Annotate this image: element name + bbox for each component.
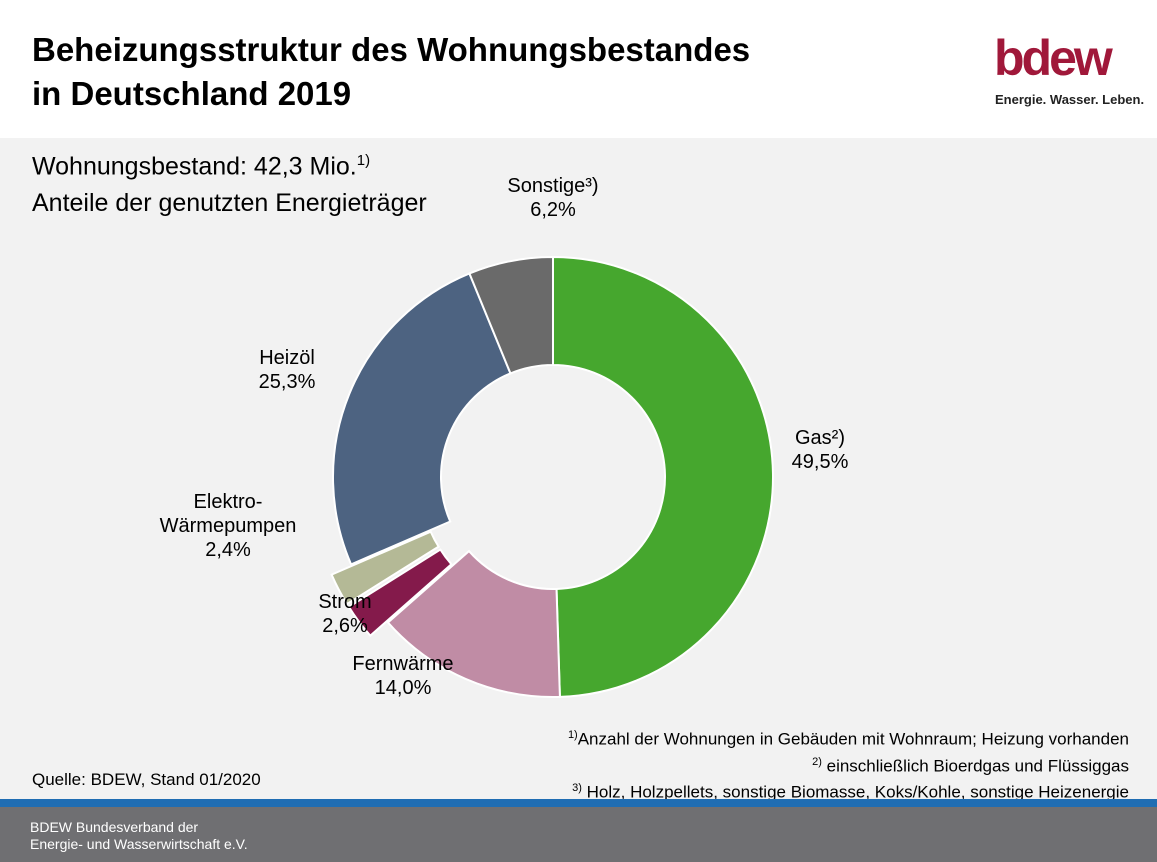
category-label-sonstige: Sonstige³) [507, 175, 598, 197]
subtitle-housing-stock-text: Wohnungsbestand: 42,3 Mio. [32, 152, 357, 181]
slice-fernwaerme [386, 549, 561, 698]
footnote-1-marker: 1) [567, 729, 578, 741]
value-label-gas: 49,5% [792, 451, 849, 473]
bdew-logo: bdew Energie. Wasser. Leben. [992, 30, 1144, 110]
label-strom: Strom 2,6% [318, 591, 371, 637]
category-label-fernwaerme: Fernwärme [352, 653, 453, 675]
footer-organization: BDEW Bundesverband der Energie- und Wass… [30, 819, 248, 853]
label-sonstige: Sonstige³) 6,2% [507, 175, 598, 221]
subtitle-footnote-marker: 1) [356, 152, 371, 169]
footnote-1: 1)Anzahl der Wohnungen in Gebäuden mit W… [568, 724, 1129, 751]
value-label-strom: 2,6% [322, 615, 368, 637]
slice-strom [347, 548, 453, 638]
slice-heizoel [332, 272, 512, 566]
category-label-elektro-waermepumpen: Wärmepumpen [160, 515, 297, 537]
category-label-heizoel: Heizöl [259, 347, 315, 369]
footer-accent-bar [0, 799, 1157, 807]
chart-title: Beheizungsstruktur des Wohnungsbestandes… [32, 28, 750, 116]
category-label-gas: Gas²) [795, 427, 845, 449]
value-label-heizoel: 25,3% [259, 371, 316, 393]
slice-sonstige [468, 255, 554, 375]
footnote-2-marker: 2) [812, 755, 822, 768]
footnotes: 1)Anzahl der Wohnungen in Gebäuden mit W… [568, 724, 1129, 804]
footnote-2-text: einschließlich Bioerdgas und Flüssiggas [821, 756, 1129, 776]
chart-title-line1: Beheizungsstruktur des Wohnungsbestandes [32, 31, 751, 68]
footnote-1-text: Anzahl der Wohnungen in Gebäuden mit Woh… [577, 729, 1129, 749]
value-label-sonstige: 6,2% [530, 199, 576, 221]
label-fernwaerme: Fernwärme 14,0% [352, 653, 453, 699]
value-label-fernwaerme: 14,0% [375, 677, 432, 699]
footnote-2: 2) einschließlich Bioerdgas und Flüssigg… [568, 751, 1129, 778]
bdew-logo-tagline: Energie. Wasser. Leben. [995, 92, 1145, 107]
donut-labels: Gas²) 49,5% Fernwärme 14,0% Strom 2,6% Elektro… [160, 175, 849, 699]
category-label-strom: Strom [318, 591, 371, 613]
footnote-3: 3) Holz, Holzpellets, sonstige Biomasse,… [568, 777, 1129, 804]
footnote-3-text: Holz, Holzpellets, sonstige Biomasse, Ko… [581, 782, 1129, 802]
footnote-3-marker: 3) [572, 782, 582, 795]
subtitle-housing-stock: Wohnungsbestand: 42,3 Mio.1) [32, 146, 370, 181]
chart-title-line2: in Deutschland 2019 [32, 75, 352, 112]
subtitle-energy-shares: Anteile der genutzten Energieträger [32, 189, 427, 217]
value-label-elektro-waermepumpen: 2,4% [205, 539, 251, 561]
bdew-logo-wordmark: bdew [994, 30, 1113, 86]
source-note: Quelle: BDEW, Stand 01/2020 [32, 770, 261, 789]
slice-gas [552, 255, 774, 698]
label-gas: Gas²) 49,5% [792, 427, 849, 473]
footer-org-line1: BDEW Bundesverband der [30, 819, 199, 835]
header: Beheizungsstruktur des Wohnungsbestandes… [0, 0, 1157, 138]
donut-slices [330, 255, 774, 698]
footer: BDEW Bundesverband der Energie- und Wass… [0, 807, 1157, 862]
label-elektro-waermepumpen: Elektro-Wärmepumpen 2,4% [160, 491, 297, 561]
footer-org-line2: Energie- und Wasserwirtschaft e.V. [30, 836, 248, 852]
label-heizoel: Heizöl 25,3% [259, 347, 316, 393]
category-label-elektro-waermepumpen: Elektro- [194, 491, 263, 513]
slice-elektro-waermepumpen [330, 530, 440, 606]
